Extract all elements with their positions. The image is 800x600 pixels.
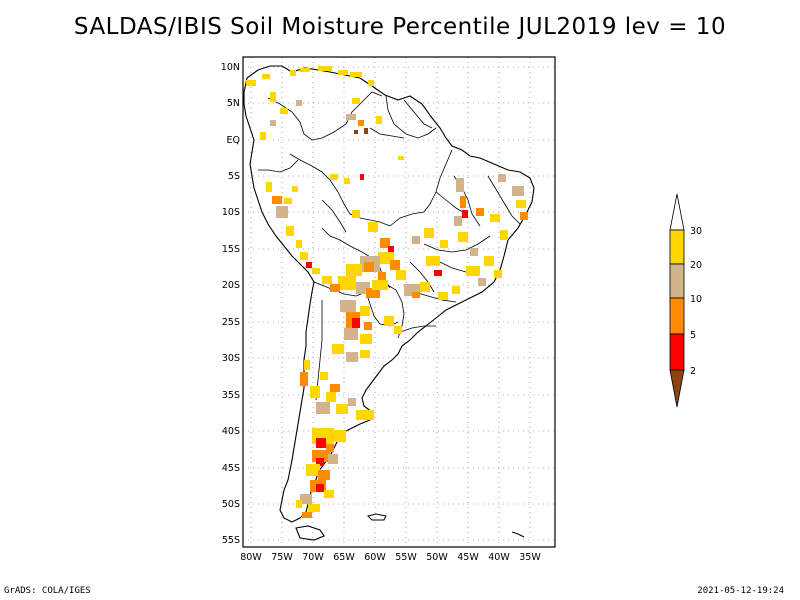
colorbar: 30 20 10 5 2 (669, 193, 702, 408)
colorbar-segment-10 (669, 297, 685, 335)
colorbar-segment-5 (669, 333, 685, 371)
colorbar-label-30: 30 (690, 226, 702, 237)
longitude-labels: 80W 75W 70W 65W 60W 55W 50W 45W 40W 35W (240, 552, 541, 563)
lat-label-45s: 45S (222, 463, 240, 474)
lon-label-65w: 65W (333, 552, 355, 563)
lat-label-10s: 10S (222, 207, 240, 218)
lon-label-35w: 35W (519, 552, 541, 563)
continent-outline (243, 65, 535, 541)
colorbar-segment-30 (669, 229, 685, 265)
lon-label-40w: 40W (488, 552, 510, 563)
colorbar-label-2: 2 (690, 366, 696, 377)
lon-label-50w: 50W (426, 552, 448, 563)
lat-label-30s: 30S (222, 353, 240, 364)
lon-label-75w: 75W (271, 552, 293, 563)
latitude-labels: 10N 5N EQ 5S 10S 15S 20S 25S 30S 35S 40S… (221, 62, 240, 546)
lat-label-55s: 55S (222, 535, 240, 546)
colorbar-bottom-cap (669, 369, 685, 408)
footer-timestamp: 2021-05-12-19:24 (697, 586, 784, 596)
country-borders (258, 91, 521, 401)
map-title: SALDAS/IBIS Soil Moisture Percentile JUL… (73, 14, 727, 40)
colorbar-segment-20 (669, 263, 685, 299)
colorbar-top-cap (669, 193, 685, 231)
lon-label-70w: 70W (302, 552, 324, 563)
lat-label-20s: 20S (222, 280, 240, 291)
map-grid (243, 57, 555, 547)
lat-label-40s: 40S (222, 426, 240, 437)
lat-label-50s: 50S (222, 499, 240, 510)
lat-label-eq: EQ (227, 135, 240, 146)
lat-label-35s: 35S (222, 390, 240, 401)
lon-label-55w: 55W (395, 552, 417, 563)
lat-label-5s: 5S (228, 171, 240, 182)
lat-label-15s: 15S (222, 244, 240, 255)
colorbar-label-5: 5 (690, 330, 696, 341)
lat-label-25s: 25S (222, 317, 240, 328)
lon-label-45w: 45W (457, 552, 479, 563)
colorbar-label-20: 20 (690, 260, 702, 271)
footer-credit: GrADS: COLA/IGES (4, 586, 91, 596)
lat-label-5n: 5N (227, 98, 240, 109)
lon-label-60w: 60W (364, 552, 386, 563)
percentile-shading (246, 66, 528, 518)
colorbar-label-10: 10 (690, 294, 702, 305)
lat-label-10n: 10N (221, 62, 240, 73)
map-frame (242, 56, 556, 548)
lon-label-80w: 80W (240, 552, 262, 563)
